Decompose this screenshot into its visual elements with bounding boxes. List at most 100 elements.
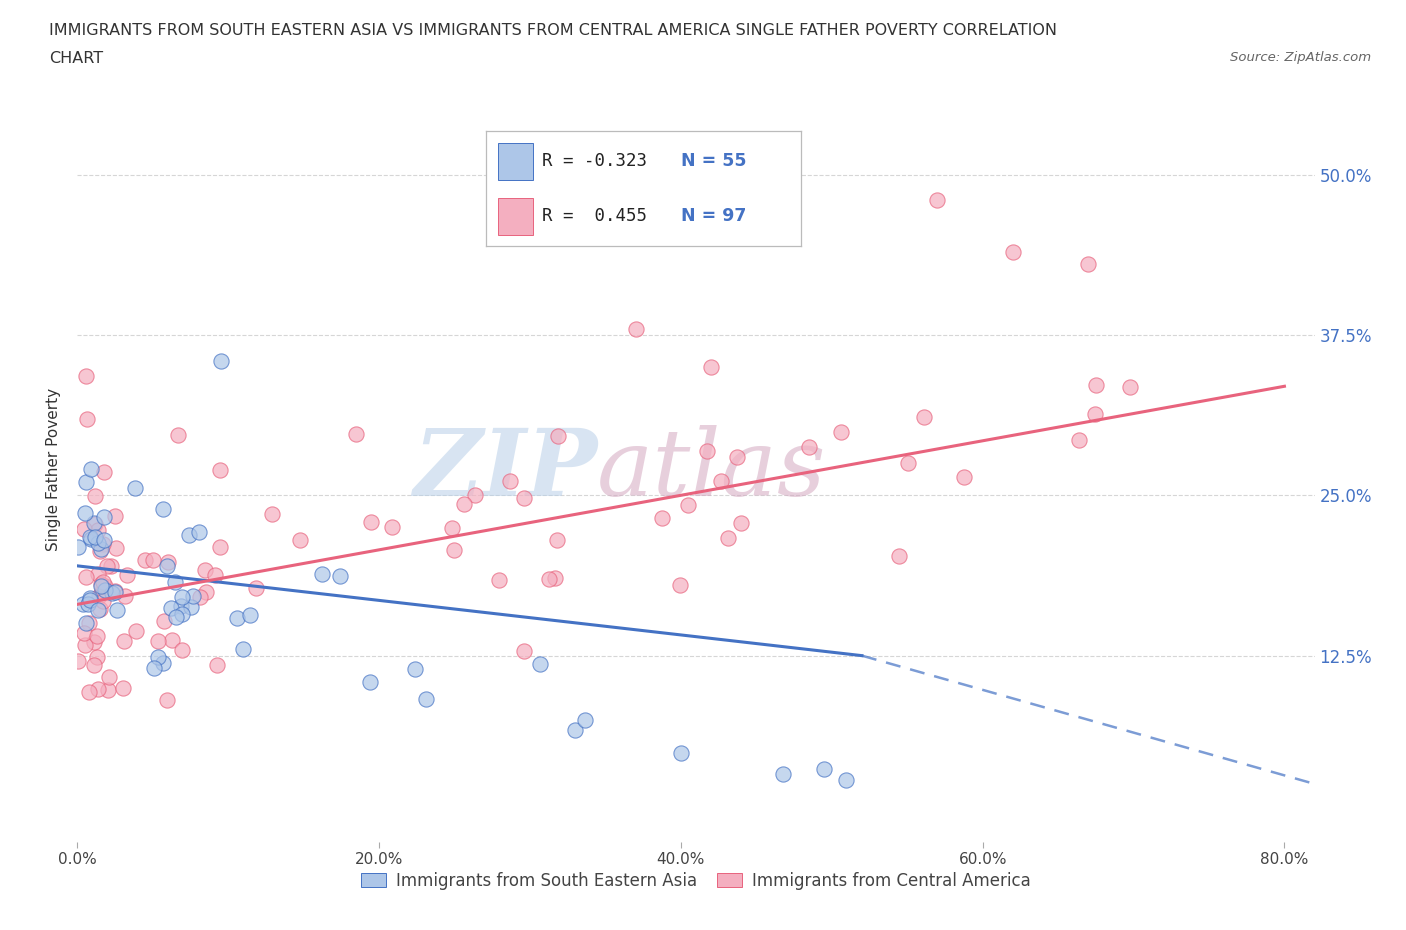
- Point: [204, 568, 226, 583]
- Point: [544, 571, 567, 586]
- Point: [86, 629, 108, 644]
- Point: [359, 675, 381, 690]
- Point: [91, 594, 114, 609]
- Point: [94, 578, 117, 593]
- Point: [83, 515, 105, 530]
- Point: [835, 772, 858, 787]
- Point: [91, 575, 114, 590]
- Text: ZIP: ZIP: [413, 425, 598, 514]
- Point: [79, 529, 101, 544]
- Point: [546, 532, 568, 547]
- Point: [93, 510, 115, 525]
- Point: [1084, 379, 1107, 393]
- Point: [499, 473, 522, 488]
- Point: [415, 691, 437, 706]
- Point: [700, 360, 723, 375]
- Point: [513, 644, 536, 658]
- Point: [651, 511, 673, 525]
- Point: [152, 614, 174, 629]
- Point: [547, 429, 569, 444]
- Point: [142, 552, 165, 567]
- Point: [87, 535, 110, 550]
- Text: IMMIGRANTS FROM SOUTH EASTERN ASIA VS IMMIGRANTS FROM CENTRAL AMERICA SINGLE FAT: IMMIGRANTS FROM SOUTH EASTERN ASIA VS IM…: [49, 23, 1057, 38]
- Point: [1077, 257, 1099, 272]
- Point: [912, 409, 935, 424]
- Point: [797, 440, 820, 455]
- Point: [156, 559, 179, 574]
- Point: [66, 653, 89, 668]
- Point: [329, 568, 352, 583]
- Point: [87, 603, 110, 618]
- Point: [73, 506, 96, 521]
- Point: [188, 590, 211, 604]
- Point: [1001, 245, 1024, 259]
- Point: [194, 563, 217, 578]
- Point: [72, 597, 94, 612]
- Point: [453, 497, 475, 512]
- Point: [311, 566, 333, 581]
- Point: [89, 602, 111, 617]
- Point: [513, 490, 536, 505]
- Point: [529, 657, 551, 671]
- Point: [77, 616, 100, 631]
- Point: [165, 609, 187, 624]
- Point: [97, 683, 120, 698]
- Point: [105, 603, 128, 618]
- Point: [152, 501, 174, 516]
- Point: [441, 521, 464, 536]
- Point: [1084, 406, 1107, 421]
- Point: [381, 520, 404, 535]
- Point: [209, 463, 232, 478]
- Point: [115, 567, 138, 582]
- Point: [87, 589, 110, 604]
- Point: [187, 525, 209, 539]
- Point: [148, 649, 170, 664]
- Point: [91, 585, 114, 600]
- Point: [239, 608, 262, 623]
- Point: [89, 544, 111, 559]
- Point: [73, 638, 96, 653]
- Point: [170, 590, 193, 604]
- Point: [93, 533, 115, 548]
- Point: [125, 624, 148, 639]
- Point: [205, 658, 228, 672]
- Point: [114, 589, 136, 604]
- Point: [208, 539, 231, 554]
- Point: [124, 481, 146, 496]
- Point: [96, 559, 118, 574]
- Point: [772, 767, 794, 782]
- Point: [245, 580, 267, 595]
- Point: [79, 591, 101, 605]
- Point: [162, 632, 184, 647]
- Point: [696, 444, 718, 458]
- Point: [84, 529, 107, 544]
- Point: [134, 552, 156, 567]
- Point: [93, 583, 115, 598]
- Point: [77, 684, 100, 699]
- Point: [668, 578, 690, 592]
- Point: [464, 488, 486, 503]
- Point: [112, 680, 135, 695]
- Point: [91, 537, 114, 551]
- Text: Source: ZipAtlas.com: Source: ZipAtlas.com: [1230, 51, 1371, 64]
- Point: [927, 193, 949, 207]
- Point: [165, 575, 187, 590]
- Point: [76, 412, 98, 427]
- Point: [143, 661, 166, 676]
- Point: [180, 600, 202, 615]
- Point: [209, 353, 232, 368]
- Y-axis label: Single Father Poverty: Single Father Poverty: [46, 388, 62, 551]
- Point: [166, 428, 188, 443]
- Legend: Immigrants from South Eastern Asia, Immigrants from Central America: Immigrants from South Eastern Asia, Immi…: [354, 865, 1038, 897]
- Point: [717, 531, 740, 546]
- Point: [574, 713, 596, 728]
- Point: [170, 598, 193, 613]
- Point: [624, 321, 647, 336]
- Point: [83, 634, 105, 649]
- Point: [104, 584, 127, 599]
- Point: [83, 658, 105, 672]
- Point: [344, 427, 367, 442]
- Point: [443, 542, 465, 557]
- Point: [725, 450, 748, 465]
- Point: [488, 572, 510, 587]
